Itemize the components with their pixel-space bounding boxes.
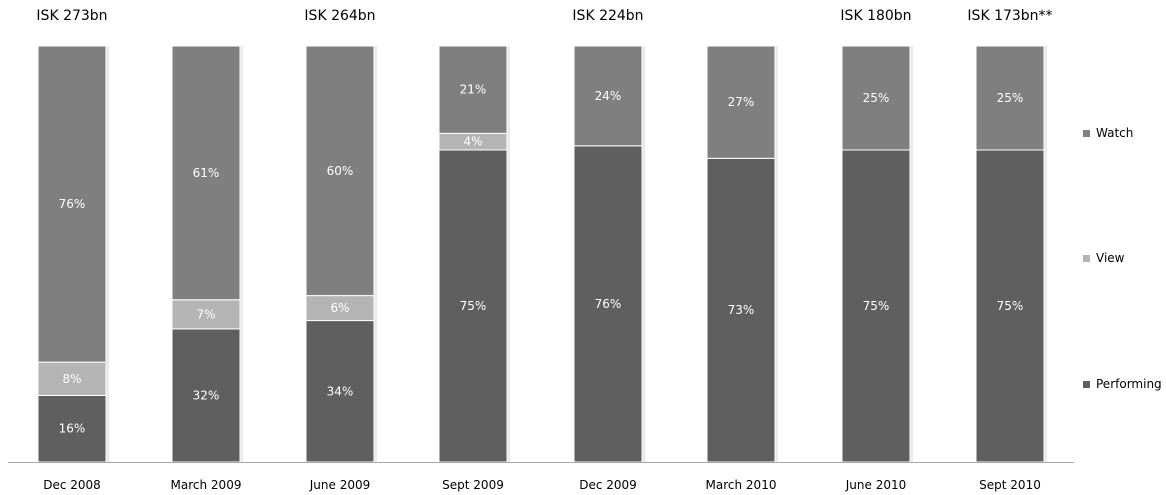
- data-label: 75%: [460, 299, 487, 313]
- total-label: ISK 180bn: [840, 8, 911, 24]
- total-labels: ISK 273bn ISK 264bn ISK 224bn ISK 180bn ISK …: [36, 8, 1052, 24]
- segment-labels: 16% 8% 76% 32% 7% 61% 34% 6% 60% 75% 4% 21% 76% 24% 73…: [59, 83, 1024, 436]
- bar-segment-watch: [171, 45, 241, 301]
- x-tick-label: March 2010: [706, 478, 777, 492]
- legend-label-view: View: [1096, 251, 1125, 265]
- bar-segment-performing: [438, 149, 508, 463]
- legend-swatch-view: [1083, 255, 1090, 262]
- bar-segment-watch: [841, 45, 911, 151]
- data-label: 75%: [863, 299, 890, 313]
- bar-shadow: [775, 46, 778, 462]
- legend-swatch-watch: [1083, 130, 1090, 137]
- data-label: 60%: [327, 164, 354, 178]
- data-label: 75%: [997, 299, 1024, 313]
- x-tick-label: March 2009: [171, 478, 242, 492]
- bar-segment-view: [37, 361, 107, 396]
- x-tick-label: Sept 2009: [442, 478, 504, 492]
- data-label: 27%: [728, 95, 755, 109]
- bar-segment-watch: [975, 45, 1045, 151]
- data-label: 25%: [863, 91, 890, 105]
- data-label: 6%: [330, 301, 349, 315]
- bar-shadow: [106, 46, 109, 462]
- bar-shadow: [507, 46, 510, 462]
- legend-label-watch: Watch: [1096, 126, 1133, 140]
- bar-segment-watch: [573, 45, 643, 147]
- bars: [37, 45, 1047, 463]
- legend: Watch View Performing: [1083, 126, 1162, 391]
- data-label: 76%: [59, 197, 86, 211]
- bar-segment-watch: [37, 45, 107, 363]
- x-tick-label: Sept 2010: [979, 478, 1041, 492]
- legend-swatch-performing: [1083, 381, 1090, 388]
- data-label: 34%: [327, 384, 354, 398]
- total-label: ISK 273bn: [36, 8, 107, 24]
- bar-segment-view: [305, 295, 375, 322]
- bar-shadow: [1044, 46, 1047, 462]
- bar-segment-watch: [438, 45, 508, 134]
- bar-shadow: [374, 46, 377, 462]
- data-label: 7%: [196, 307, 215, 321]
- bar-segment-performing: [706, 157, 776, 463]
- bar-segment-watch: [305, 45, 375, 297]
- data-label: 16%: [59, 422, 86, 436]
- legend-label-performing: Performing: [1096, 377, 1162, 391]
- data-label: 24%: [595, 89, 622, 103]
- data-label: 32%: [193, 388, 220, 402]
- x-tick-label: Dec 2008: [43, 478, 101, 492]
- data-label: 73%: [728, 303, 755, 317]
- data-label: 61%: [193, 166, 220, 180]
- data-label: 76%: [595, 297, 622, 311]
- total-label: ISK 264bn: [304, 8, 375, 24]
- total-label: ISK 224bn: [572, 8, 643, 24]
- bar-segment-performing: [305, 320, 375, 463]
- data-label: 8%: [62, 372, 81, 386]
- bar-shadow: [910, 46, 913, 462]
- bar-segment-watch: [706, 45, 776, 159]
- data-label: 4%: [463, 135, 482, 149]
- data-label: 21%: [460, 83, 487, 97]
- x-tick-label: June 2009: [309, 478, 371, 492]
- bar-shadow: [240, 46, 243, 462]
- bar-shadow: [642, 46, 645, 462]
- x-tick-label: Dec 2009: [579, 478, 637, 492]
- total-label: ISK 173bn**: [967, 8, 1052, 24]
- x-tick-labels: Dec 2008 March 2009 June 2009 Sept 2009 Dec …: [43, 478, 1041, 492]
- x-tick-label: June 2010: [845, 478, 907, 492]
- data-label: 25%: [997, 91, 1024, 105]
